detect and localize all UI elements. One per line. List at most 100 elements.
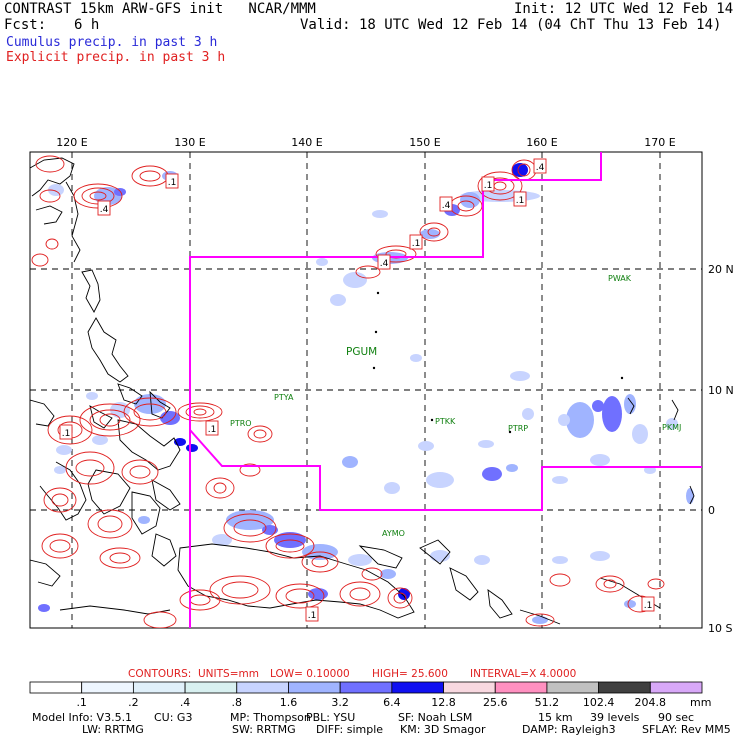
contour-label-boxes: .4 .1 .1 .1 .4 .1 .4 .1 .1 .4 .1 .1 [59, 158, 655, 622]
explicit-contour [213, 482, 227, 494]
cumulus-cell [56, 445, 72, 455]
cumulus-cell [430, 550, 450, 562]
contour-label-box: .1 [59, 424, 73, 440]
model-info-item: CU: G3 [154, 711, 193, 724]
explicit-contour [87, 509, 133, 539]
colorbar: .1 .2 .4 .8 1.6 3.2 6.4 12.8 25.6 51.2 102.4 204.8 [29, 681, 703, 709]
cumulus-cell [342, 456, 358, 468]
station-ptro: PTRO [230, 419, 252, 428]
explicit-contour [99, 547, 141, 569]
contour-label-text: .1 [412, 239, 421, 249]
explicit-contour [51, 493, 69, 507]
cumulus-cell [86, 392, 98, 400]
cumulus-cell [624, 394, 636, 414]
model-info-item: 39 levels [590, 711, 640, 724]
cumulus-cell [420, 229, 440, 239]
explicit-contour [177, 402, 223, 422]
cumulus-cell [138, 516, 150, 524]
cumulus-cell [426, 472, 454, 488]
contour-label-text: .1 [308, 611, 317, 621]
model-info-item: SF: Noah LSM [398, 711, 473, 724]
cumulus-cell [474, 555, 490, 565]
explicit-contour [253, 429, 267, 439]
forecast-value: 6 h [74, 17, 100, 33]
contour-label-box: .1 [641, 596, 655, 612]
explicit-contour [97, 515, 123, 533]
explicit-contour [233, 519, 267, 537]
cumulus-cell [418, 441, 434, 451]
contour-label-box: .1 [481, 176, 495, 192]
lat-label: 10 S [708, 622, 732, 635]
colorbar-swatch [443, 681, 496, 694]
explicit-contour [31, 253, 49, 267]
station-ptya: PTYA [274, 393, 294, 402]
contour-label-text: .1 [208, 425, 217, 435]
domain-boundary [189, 152, 702, 628]
contour-info: CONTOURS: UNITS=mm LOW= 0.10000 HIGH= 25… [128, 668, 576, 680]
model-info-item: DAMP: Rayleigh3 [522, 723, 616, 736]
cumulus-cell [686, 488, 694, 504]
station-markers [372, 291, 624, 434]
colorbar-tick: 51.2 [535, 696, 560, 709]
cumulus-cell [666, 418, 678, 430]
model-info-item: SW: RRTMG [232, 723, 296, 736]
cumulus-cell [478, 440, 494, 448]
colorbar-swatch [29, 681, 83, 694]
explicit-contour [239, 463, 261, 477]
cumulus-cell [316, 258, 328, 266]
model-info-item: PBL: YSU [306, 711, 356, 724]
explicit-contour [549, 573, 571, 587]
cumulus-cell [506, 464, 518, 472]
cumulus-cell [48, 184, 64, 196]
lat-label: 0 [708, 504, 715, 517]
explicit-contour [185, 405, 215, 419]
cumulus-cell [512, 163, 528, 177]
model-info-row-1: Model Info: V3.5.1 CU: G3 MP: Thompson PBL:… [32, 712, 732, 725]
station-pkmj: PKMJ [662, 423, 681, 432]
cumulus-cell [212, 534, 232, 546]
explicit-contour [45, 238, 59, 250]
explicit-contour [129, 465, 151, 479]
model-info-item: 15 km [538, 711, 573, 724]
cumulus-cell [160, 411, 180, 425]
cumulus-cell [410, 354, 422, 362]
cumulus-cell [186, 444, 198, 452]
cumulus-cell [632, 424, 648, 444]
explicit-contour [375, 245, 417, 263]
contour-label-box: .4 [439, 196, 453, 212]
explicit-contour [355, 265, 381, 279]
cumulus-cell [384, 482, 400, 494]
contour-label-box: .4 [533, 158, 547, 174]
colorbar-tick: 12.8 [431, 696, 456, 709]
explicit-contour [275, 539, 305, 553]
explicit-contour [517, 163, 531, 177]
cumulus-cell [552, 476, 568, 484]
explicit-contour [143, 611, 177, 628]
cumulus-cell [380, 569, 396, 579]
colorbar-tick: 6.4 [383, 696, 401, 709]
explicit-contour [603, 579, 617, 589]
station-ptkk: PTKK [435, 417, 456, 426]
cumulus-cell [522, 408, 534, 420]
colorbar-swatch [236, 681, 289, 694]
colorbar-tick: .1 [76, 696, 87, 709]
explicit-contour [419, 222, 449, 242]
map-title: CONTRAST 15km ARW-GFS init NCAR/MMM [4, 1, 316, 17]
explicit-contour [393, 592, 407, 604]
cumulus-cell [372, 210, 388, 218]
contour-label-box: .1 [305, 606, 319, 622]
contour-prefix: CONTOURS: [128, 668, 191, 680]
station-labels: PWAK PGUM PTYA PTRO PTKK PTRP PKMJ AYMO [230, 274, 681, 538]
colorbar-swatch [391, 681, 444, 694]
cumulus-cell [343, 272, 367, 288]
cumulus-cell [602, 396, 622, 432]
lon-label: 170 E [644, 136, 675, 149]
colorbar-tick: 25.6 [483, 696, 508, 709]
explicit-contour [139, 170, 161, 182]
contour-label-text: .1 [484, 181, 493, 191]
contour-interval: INTERVAL=X 4.0000 [470, 668, 576, 680]
model-info-item: DIFF: simple [316, 723, 384, 736]
colorbar-tick: 3.2 [331, 696, 349, 709]
cumulus-cell [592, 400, 604, 412]
contour-label-box: .4 [377, 254, 391, 270]
